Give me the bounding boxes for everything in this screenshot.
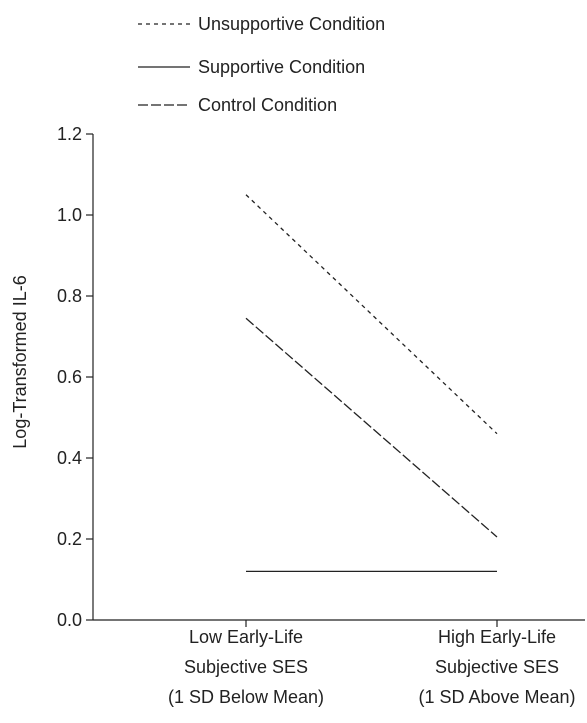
series-line (245, 194, 498, 435)
y-axis-label: Log-Transformed IL-6 (10, 275, 30, 448)
y-tick-label: 0.4 (57, 448, 82, 468)
y-tick-label: 0.6 (57, 367, 82, 387)
x-tick-label: High Early-Life Subjective SES (1 SD Above… (418, 627, 575, 707)
legend-label: Supportive Condition (198, 57, 365, 77)
y-tick-label: 0.8 (57, 286, 82, 306)
series-lines (245, 194, 498, 573)
axis-labels: 0.0 0.2 0.4 0.6 0.8 1.0 1.2 Low Early-Life Subje… (10, 124, 576, 707)
legend: Unsupportive Condition Supportive Conditi… (138, 14, 385, 115)
legend-label: Control Condition (198, 95, 337, 115)
y-tick-label: 1.2 (57, 124, 82, 144)
series-line (245, 317, 498, 538)
y-tick-label: 0.2 (57, 529, 82, 549)
y-tick-label: 0.0 (57, 610, 82, 630)
legend-label: Unsupportive Condition (198, 14, 385, 34)
y-tick-label: 1.0 (57, 205, 82, 225)
axes (86, 133, 585, 627)
x-tick-label: Low Early-Life Subjective SES (1 SD Below … (168, 627, 324, 707)
